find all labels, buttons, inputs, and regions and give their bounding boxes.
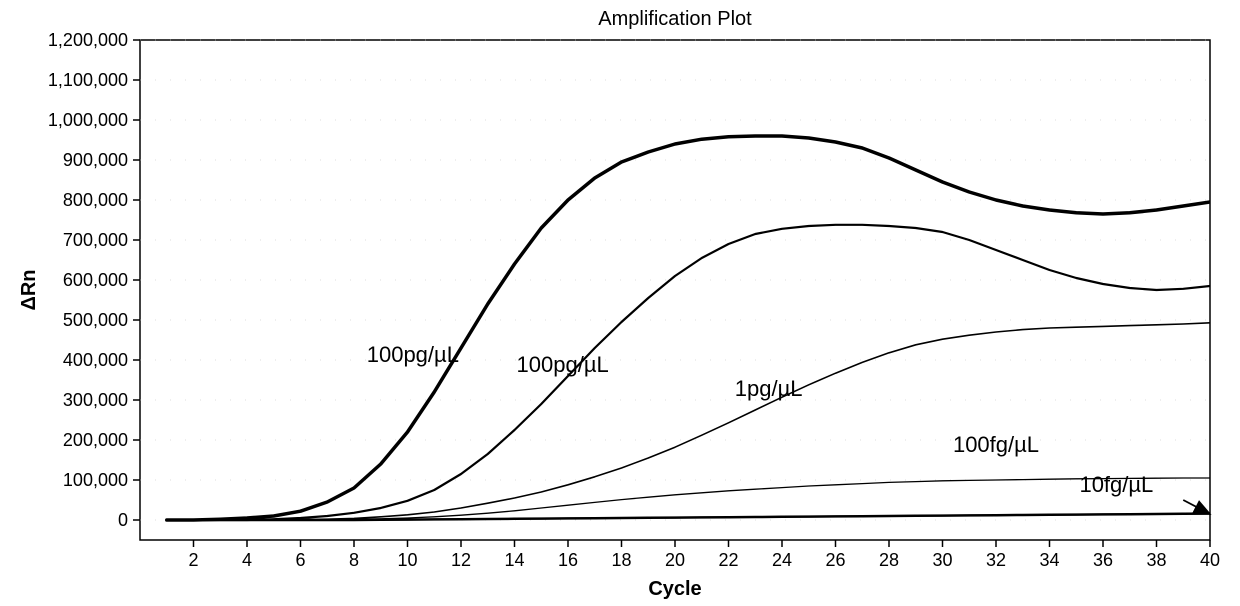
y-tick-label: 300,000 <box>63 390 128 410</box>
x-tick-label: 36 <box>1093 550 1113 570</box>
x-tick-label: 12 <box>451 550 471 570</box>
x-tick-label: 26 <box>825 550 845 570</box>
amplification-plot-container: Amplification Plot 0 100,000 200,000 300,000… <box>0 0 1240 606</box>
x-tick-label: 30 <box>932 550 952 570</box>
x-tick-label: 32 <box>986 550 1006 570</box>
x-axis-label: Cycle <box>648 578 701 600</box>
y-tick-label: 200,000 <box>63 430 128 450</box>
x-tick-label: 10 <box>397 550 417 570</box>
x-tick-label: 2 <box>188 550 198 570</box>
y-tick-label: 100,000 <box>63 470 128 490</box>
y-tick-label: 1,000,000 <box>48 110 128 130</box>
x-tick-label: 16 <box>558 550 578 570</box>
amplification-plot-svg: Amplification Plot 0 100,000 200,000 300,000… <box>0 0 1240 606</box>
y-tick-label: 600,000 <box>63 270 128 290</box>
x-tick-label: 6 <box>295 550 305 570</box>
y-tick-label: 800,000 <box>63 190 128 210</box>
y-tick-label: 700,000 <box>63 230 128 250</box>
x-tick-label: 34 <box>1039 550 1059 570</box>
x-tick-label: 20 <box>665 550 685 570</box>
y-tick-label: 400,000 <box>63 350 128 370</box>
x-tick-label: 28 <box>879 550 899 570</box>
x-tick-label: 38 <box>1146 550 1166 570</box>
y-tick-label: 1,100,000 <box>48 70 128 90</box>
x-tick-label: 24 <box>772 550 792 570</box>
series-label: 100pg/µL <box>367 342 459 367</box>
x-tick-label: 22 <box>718 550 738 570</box>
series-label: 10fg/µL <box>1079 472 1153 497</box>
y-tick-label: 0 <box>118 510 128 530</box>
x-tick-label: 8 <box>349 550 359 570</box>
x-tick-label: 18 <box>611 550 631 570</box>
series-label: 100fg/µL <box>953 432 1039 457</box>
x-tick-label: 4 <box>242 550 252 570</box>
x-tick-label: 40 <box>1200 550 1220 570</box>
y-axis-label: ΔRn <box>18 269 40 310</box>
y-tick-label: 1,200,000 <box>48 30 128 50</box>
y-tick-label: 500,000 <box>63 310 128 330</box>
series-label: 1pg/µL <box>735 376 803 401</box>
series-label: 100pg/µL <box>517 352 609 377</box>
y-tick-label: 900,000 <box>63 150 128 170</box>
x-tick-label: 14 <box>504 550 524 570</box>
chart-title: Amplification Plot <box>598 8 752 30</box>
